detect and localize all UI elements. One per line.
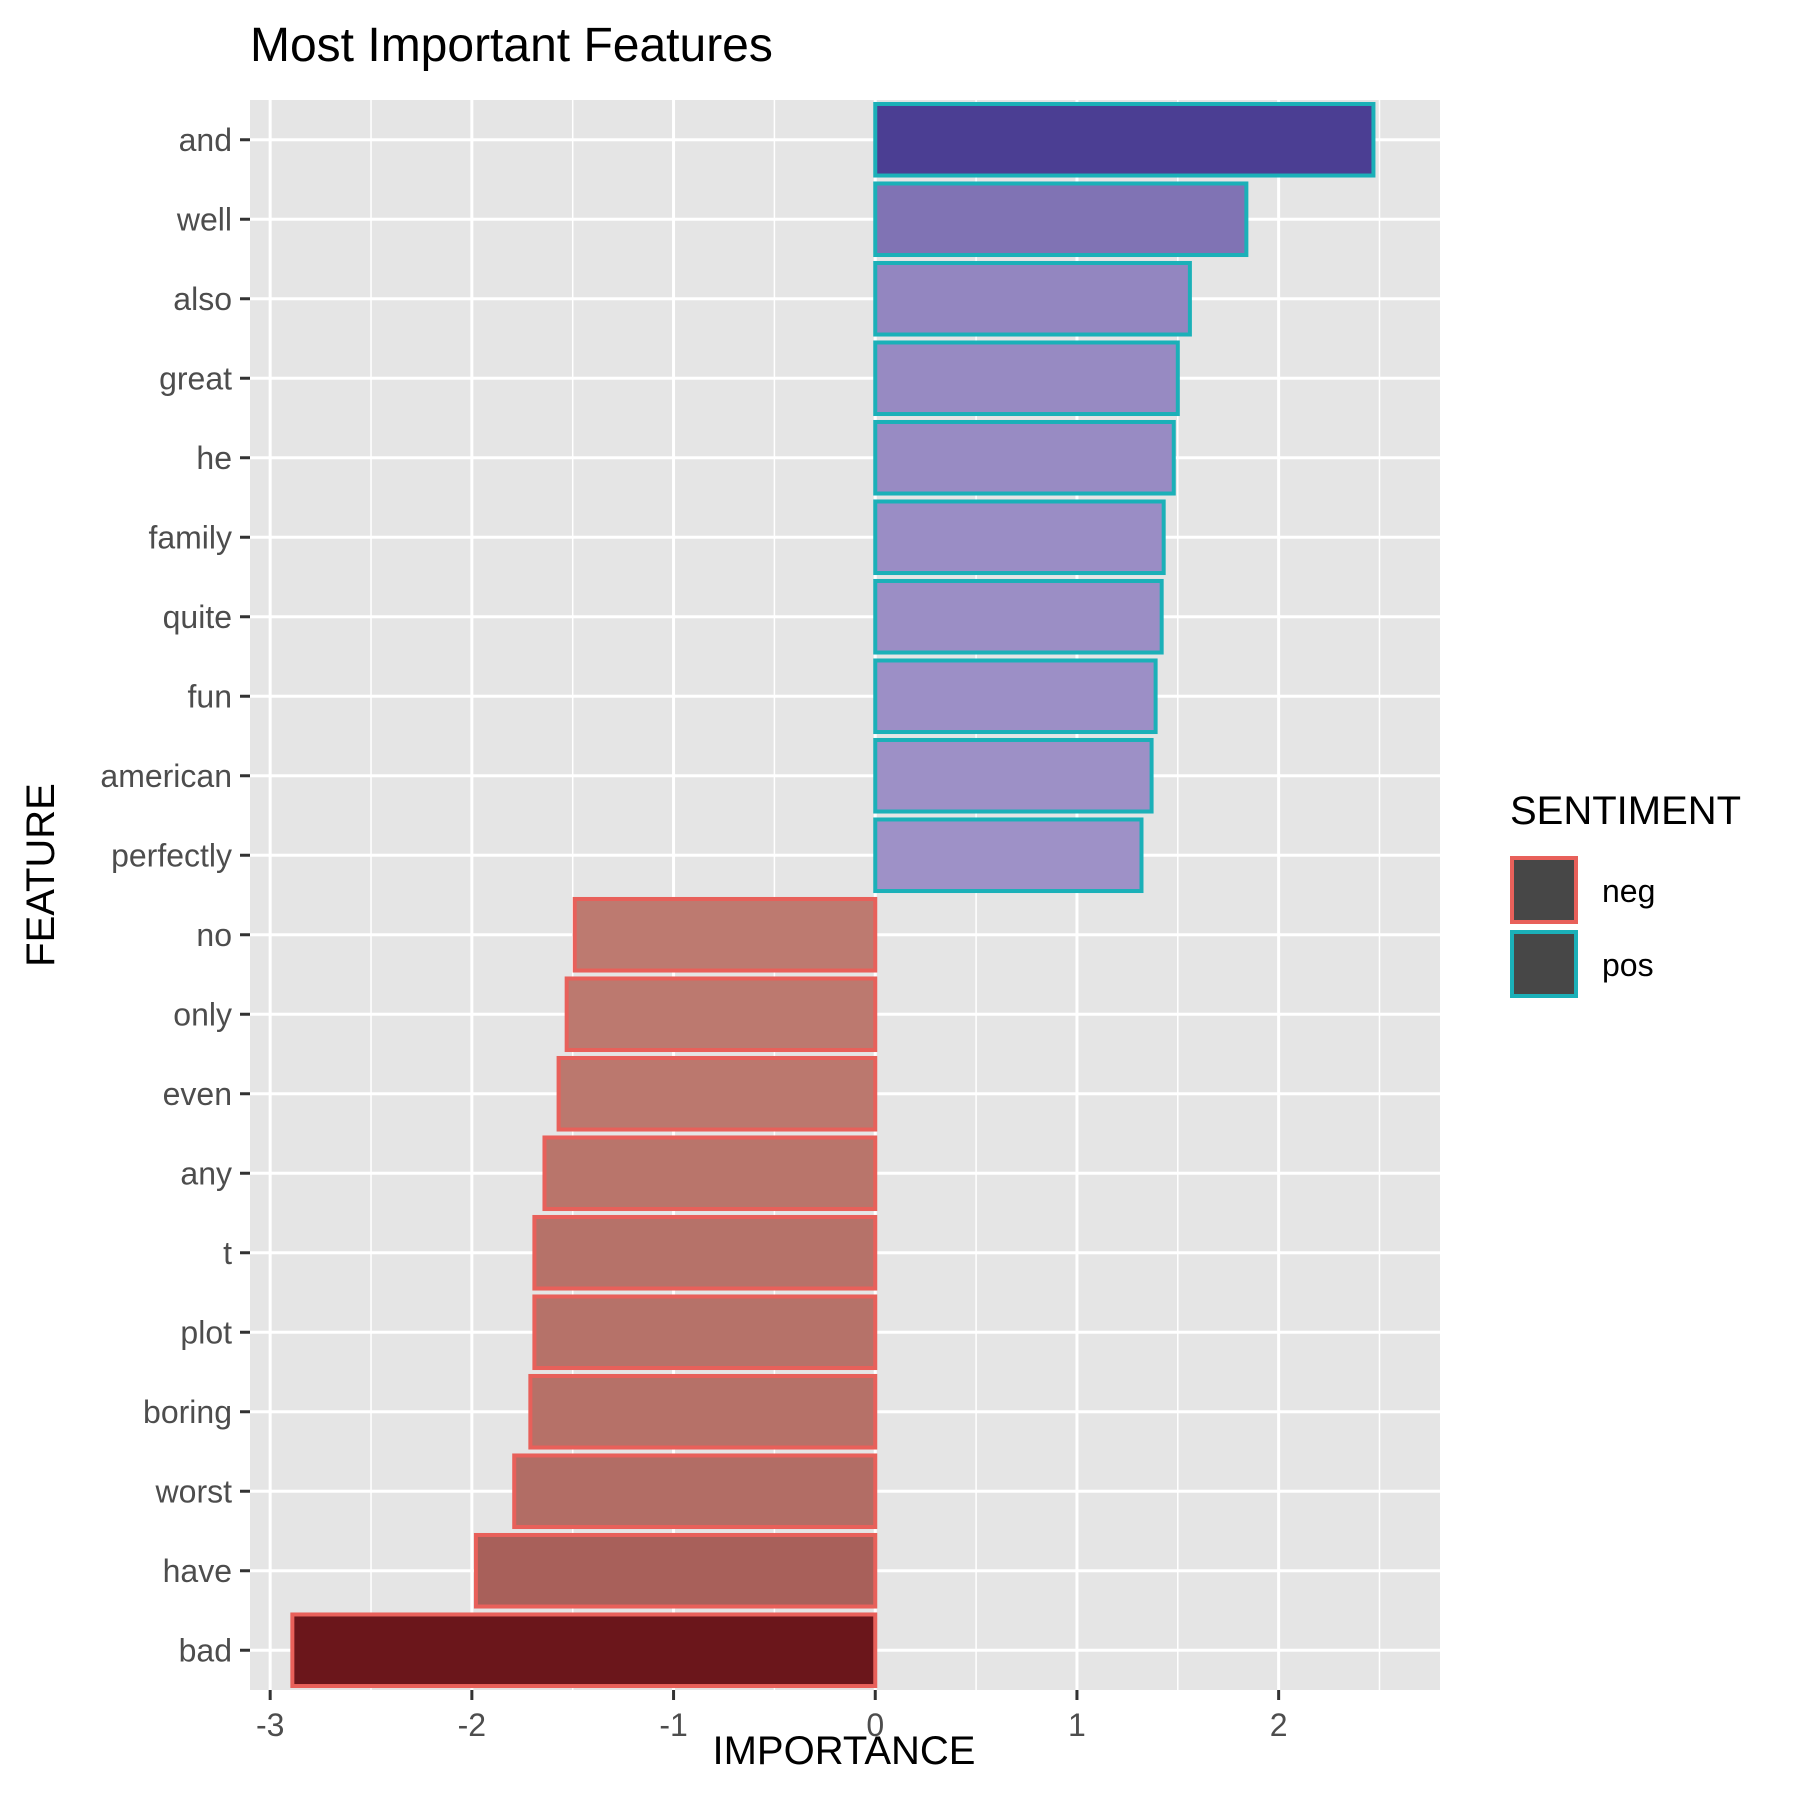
- bar-even: [556, 1055, 878, 1132]
- y-tick-label: no: [196, 917, 232, 953]
- bar-quite: [873, 578, 1164, 655]
- bar-plot: [532, 1294, 878, 1371]
- bar-american: [873, 737, 1154, 814]
- legend-key-neg: [1510, 856, 1578, 924]
- bar-family: [873, 499, 1166, 576]
- x-tick-label: -3: [256, 1707, 284, 1743]
- y-tick-label: even: [163, 1076, 232, 1112]
- bar-perfectly: [873, 817, 1144, 894]
- legend-title: SENTIMENT: [1510, 789, 1741, 833]
- y-tick-label: boring: [143, 1394, 232, 1430]
- y-tick-label: quite: [163, 599, 232, 635]
- x-tick-label: 0: [866, 1707, 884, 1743]
- x-tick-label: -1: [659, 1707, 687, 1743]
- y-tick-label: also: [173, 281, 232, 317]
- bar-great: [873, 340, 1180, 417]
- x-axis-title: IMPORTANCE: [713, 1729, 976, 1773]
- y-tick-label: and: [179, 122, 232, 158]
- x-tick-label: 1: [1068, 1707, 1086, 1743]
- y-tick-label: plot: [180, 1314, 232, 1350]
- legend-key-pos: [1510, 930, 1578, 998]
- y-tick-label: any: [180, 1155, 232, 1191]
- bar-only: [564, 976, 878, 1053]
- legend-label-pos: pos: [1602, 947, 1654, 983]
- y-tick-label: american: [100, 758, 232, 794]
- y-tick-label: well: [176, 201, 232, 237]
- y-tick-label: fun: [188, 678, 232, 714]
- bar-worst: [512, 1453, 878, 1530]
- plot-panel: [250, 100, 1440, 1690]
- grid-lines: [250, 100, 1440, 1690]
- y-axis: and well also great he family quite fun american…: [100, 122, 250, 1668]
- bar-boring: [528, 1373, 878, 1450]
- bar-and: [873, 101, 1376, 178]
- y-axis-title: FEATURE: [19, 783, 63, 967]
- bar-fun: [873, 658, 1158, 735]
- bar-no: [572, 896, 878, 973]
- y-tick-label: only: [173, 996, 232, 1032]
- bar-well: [873, 181, 1249, 258]
- bar-he: [873, 419, 1176, 496]
- y-tick-label: great: [159, 360, 232, 396]
- y-tick-label: family: [148, 519, 232, 555]
- bars: [290, 101, 1376, 1689]
- x-tick-label: 2: [1270, 1707, 1288, 1743]
- bar-also: [873, 260, 1192, 337]
- bar-bad: [290, 1612, 878, 1689]
- x-tick-label: -2: [458, 1707, 486, 1743]
- y-tick-label: have: [163, 1553, 232, 1589]
- y-tick-label: perfectly: [111, 837, 232, 873]
- y-tick-label: he: [196, 440, 232, 476]
- y-tick-label: t: [223, 1235, 232, 1271]
- legend: SENTIMENT neg pos: [1510, 789, 1741, 998]
- y-tick-label: worst: [155, 1473, 233, 1509]
- x-axis: -3 -2 -1 0 1 2: [256, 1690, 1288, 1743]
- bar-t: [532, 1214, 878, 1291]
- legend-label-neg: neg: [1602, 873, 1655, 909]
- bar-have: [473, 1532, 878, 1609]
- bar-any: [542, 1135, 878, 1212]
- y-tick-label: bad: [179, 1632, 232, 1668]
- chart-title: Most Important Features: [250, 19, 773, 72]
